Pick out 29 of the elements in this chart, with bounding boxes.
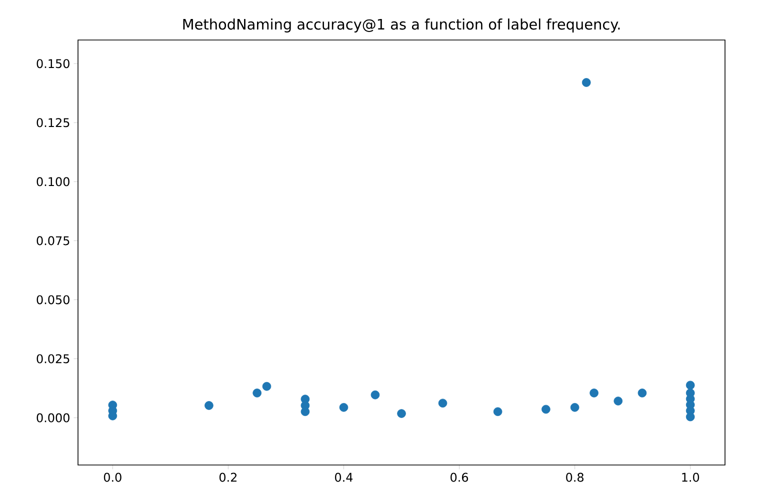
point [582, 78, 591, 87]
y-tick-label: 0.125 [36, 118, 70, 128]
y-tick-label: 0.000 [36, 413, 70, 422]
x-tick-label: 0.8 [566, 472, 584, 482]
x-tick-label: 0.0 [104, 472, 122, 482]
point [262, 382, 272, 391]
point [686, 380, 695, 390]
y-tick-label: 0.150 [36, 59, 70, 68]
point [397, 409, 406, 418]
point [614, 396, 623, 406]
point [438, 398, 448, 408]
y-tick-label: 0.050 [36, 295, 70, 304]
x-tick-label: 0.6 [450, 472, 468, 482]
point [570, 402, 580, 412]
point [252, 388, 262, 398]
point [638, 388, 647, 398]
x-tick-label: 1.0 [682, 472, 700, 482]
point [493, 407, 502, 416]
y-tick-label: 0.075 [36, 236, 70, 246]
y-tick-label: 0.100 [36, 177, 70, 186]
point [370, 390, 380, 400]
point [542, 404, 550, 414]
point [339, 402, 348, 412]
point [590, 388, 598, 398]
x-tick-label: 0.4 [335, 472, 353, 482]
x-tick-label: 0.2 [219, 472, 237, 482]
point [204, 401, 214, 410]
y-tick-label: 0.025 [36, 354, 70, 364]
chart-title: MethodNaming accuracy@1 as a function of label frequency. [183, 18, 620, 32]
